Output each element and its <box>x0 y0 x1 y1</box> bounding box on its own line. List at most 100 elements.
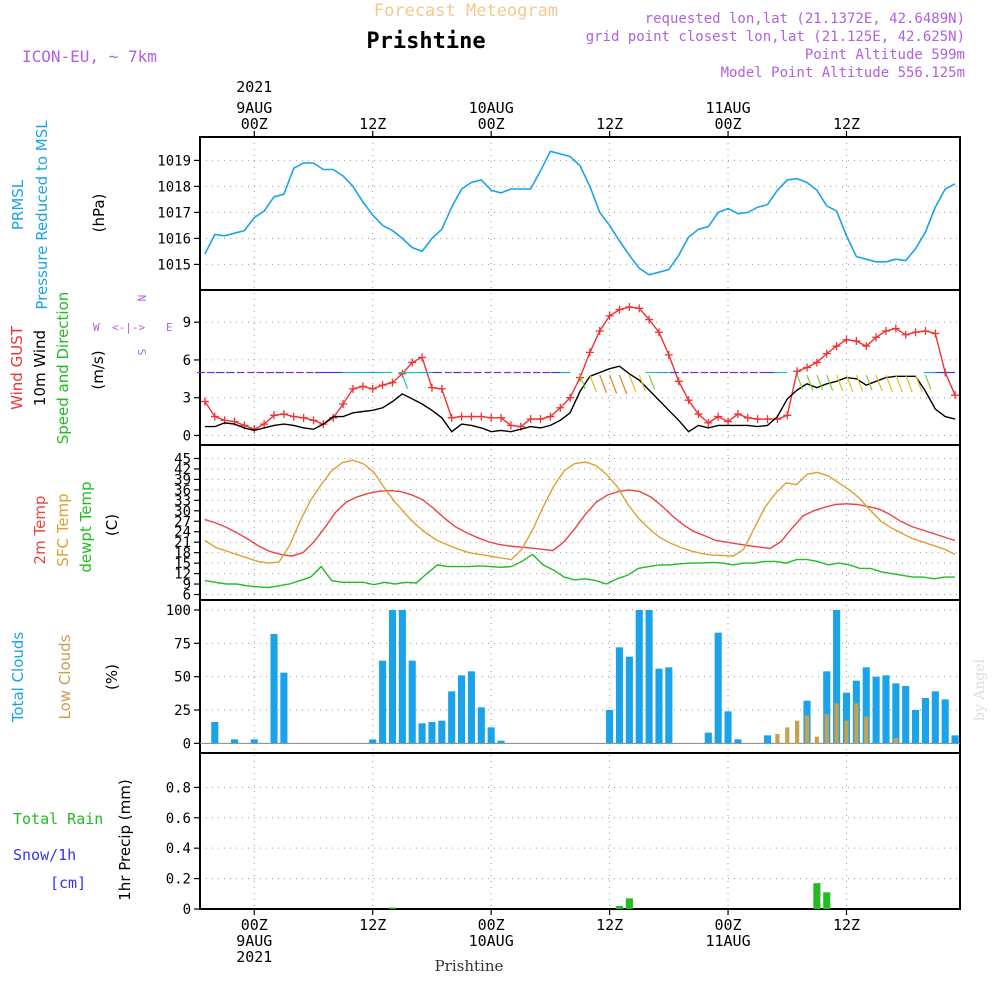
wind-direction-arrow <box>895 374 903 393</box>
total-cloud-bar <box>625 656 633 744</box>
total-cloud-bar <box>842 692 851 744</box>
total-cloud-bar <box>418 723 426 744</box>
total-cloud-bar <box>862 667 870 744</box>
gust-marker <box>408 358 417 367</box>
y-tick-label: 0 <box>183 428 191 444</box>
rain-bar <box>388 907 397 909</box>
total-cloud-bar <box>704 732 712 744</box>
compass-e: E <box>166 321 173 334</box>
rain-bar <box>823 892 831 909</box>
y-tick-label: 24 <box>174 525 191 541</box>
gust-marker <box>437 384 446 393</box>
y-tick-label: 0 <box>183 902 191 918</box>
gust-marker <box>497 413 506 422</box>
gust-marker <box>477 412 486 421</box>
gust-marker <box>911 328 920 337</box>
gust-marker <box>605 311 614 320</box>
y-tick-label: 9 <box>183 577 191 593</box>
y-tick-label: 12 <box>174 567 191 583</box>
wind-direction-arrow <box>618 374 628 395</box>
gust-marker <box>536 415 545 424</box>
gust-marker <box>951 391 960 400</box>
temp-2m-label: 2m Temp <box>31 496 49 565</box>
gust-marker <box>783 411 792 420</box>
credit-watermark: by Angel <box>972 658 988 721</box>
gust-marker <box>872 333 881 342</box>
gust-marker <box>921 326 930 335</box>
total-cloud-bar <box>428 722 436 744</box>
y-tick-label: 100 <box>166 603 191 619</box>
gust-marker <box>210 412 219 421</box>
wind-direction-arrow <box>885 374 893 393</box>
gust-marker <box>585 348 594 357</box>
top-time-label: 12Z <box>359 115 386 133</box>
top-time-label: 9AUG <box>236 99 272 117</box>
total-cloud-bar <box>665 667 673 744</box>
total-cloud-bar <box>912 710 920 744</box>
gust-marker <box>635 304 644 313</box>
rain-bar <box>813 883 821 909</box>
gust-marker <box>753 415 762 424</box>
gust-marker <box>447 413 456 422</box>
y-tick-label: 25 <box>174 703 191 719</box>
wind-direction-arrow <box>875 374 883 392</box>
low-cloud-bar <box>893 738 898 744</box>
wind-speed-dir-label: Speed and Direction <box>54 292 72 445</box>
gust-marker <box>763 415 772 424</box>
total-cloud-bar <box>477 707 485 744</box>
gust-marker <box>506 421 515 430</box>
gust-marker <box>368 384 377 393</box>
gust-marker <box>684 396 693 405</box>
total-cloud-bar <box>763 735 772 744</box>
bottom-time-label: 12Z <box>359 916 386 934</box>
gust-marker <box>664 350 673 359</box>
total-cloud-bar <box>497 740 505 744</box>
sfc-temp-line <box>204 459 956 564</box>
wind-direction-arrow <box>599 374 608 394</box>
gust-marker <box>645 315 654 324</box>
gust-marker <box>556 403 565 412</box>
total-cloud-bar <box>458 675 466 744</box>
point-altitude: Point Altitude 599m <box>805 47 965 63</box>
gust-marker <box>862 342 871 351</box>
sfc-temp-label: SFC Temp <box>54 493 72 566</box>
wind-direction-arrow <box>796 374 804 390</box>
total-clouds-label: Total Clouds <box>9 632 27 724</box>
compass-n: N <box>135 295 148 302</box>
total-cloud-bar <box>635 610 643 744</box>
pressure-label-desc: Pressure Reduced to MSL <box>33 120 51 310</box>
y-tick-label: 75 <box>174 636 191 652</box>
y-tick-label: 42 <box>174 462 191 478</box>
total-cloud-bar <box>734 739 742 744</box>
low-cloud-bar <box>814 736 820 744</box>
wind-direction-arrow <box>638 374 646 392</box>
y-tick-label: 0.4 <box>166 841 191 857</box>
bottom-time-label: 00Z <box>241 916 268 934</box>
total-cloud-bar <box>882 675 890 744</box>
total-cloud-bar <box>724 711 732 744</box>
total-cloud-bar <box>655 668 663 744</box>
top-year-label: 2021 <box>236 78 272 96</box>
gust-marker <box>793 367 802 376</box>
wind-direction-arrow <box>401 374 409 389</box>
total-cloud-bar <box>408 660 416 744</box>
bottom-time-label: 2021 <box>236 948 272 966</box>
total-cloud-bar <box>230 739 239 744</box>
precip-axis-label: 1hr Precip (mm) <box>116 779 134 900</box>
gust-marker <box>615 305 624 314</box>
total-cloud-bar <box>467 671 475 744</box>
y-tick-label: 1015 <box>157 257 191 273</box>
gust-marker <box>309 416 318 425</box>
gust-marker <box>457 412 466 421</box>
wind-direction-arrow <box>855 374 864 392</box>
low-cloud-bar <box>864 716 869 744</box>
gust-marker <box>200 397 209 406</box>
footer-location: Prishtine <box>435 957 504 975</box>
total-cloud-bar <box>211 722 219 744</box>
y-tick-label: 3 <box>183 391 191 407</box>
y-tick-label: 0.6 <box>166 811 191 827</box>
wind-unit: (m/s) <box>89 350 107 389</box>
gust-marker <box>546 412 555 421</box>
y-tick-label: 9 <box>183 315 191 331</box>
